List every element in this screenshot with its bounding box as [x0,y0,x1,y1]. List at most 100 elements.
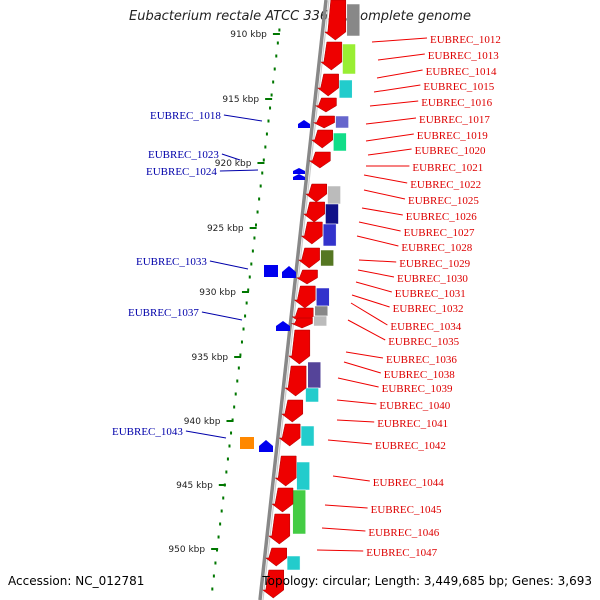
forward-gene-label: EUBREC_1012 [430,34,501,46]
scale-dot [250,262,253,266]
scale-dot [234,392,237,396]
scale-dot [265,132,268,136]
feature-track [286,3,361,571]
backbone-line [258,0,328,600]
scale-ticks: 910 kbp 915 kbp 920 kbp 925 kbp 930 kbp 935 k… [168,28,281,591]
forward-gene-label: EUBREC_1035 [388,336,459,348]
scale-dot [270,93,273,97]
forward-gene-label: EUBREC_1015 [423,81,494,93]
reverse-label-leader [185,430,227,439]
forward-gene-label: EUBREC_1020 [415,145,486,157]
reverse-gene-label: EUBREC_1024 [146,166,217,178]
forward-gene-label: EUBREC_1039 [382,383,453,395]
forward-gene-arrow [310,129,333,149]
forward-gene-arrow [288,329,311,365]
forward-gene-label: EUBREC_1031 [395,288,466,300]
forward-gene-arrow [278,423,301,447]
forward-label-leader [369,100,419,107]
topology-text: Topology: circular; Length: 3,449,685 bp… [262,574,592,588]
forward-label-leader [358,221,401,232]
scale-dot [272,80,275,84]
forward-label-leader [332,475,370,482]
forward-gene-label: EUBREC_1013 [428,50,499,62]
kbp-label: 920 kbp [215,159,252,169]
scale-dot [261,171,264,175]
forward-label-leader [324,504,368,509]
forward-gene-arrow [320,41,343,71]
scale-dot [236,379,239,383]
scale-dot [273,67,276,71]
scale-dot [256,210,259,214]
reverse-gene-box [264,265,278,277]
forward-gene-label: EUBREC_1025 [408,195,479,207]
reverse-label-leader [201,311,243,321]
forward-gene-arrow [264,547,287,567]
forward-label-leader [327,439,373,445]
reverse-gene-label: EUBREC_1043 [112,426,183,438]
forward-gene-label: EUBREC_1014 [426,66,497,78]
forward-gene-arrow [324,0,347,41]
forward-gene-label: EUBREC_1047 [366,547,437,559]
feature-box [325,203,339,225]
feature-box [292,489,306,535]
scale-dot [217,535,220,539]
forward-label-leader [343,361,381,374]
feature-box [296,461,310,491]
forward-label-leader [365,117,417,125]
forward-gene-arrow [284,365,307,397]
orange-feature-box [240,437,254,449]
scale-dot [253,236,256,240]
forward-label-leader [373,84,421,93]
feature-box [346,3,361,37]
scale-dot [226,457,229,461]
reverse-gene-label: EUBREC_1037 [128,307,199,319]
feature-box [300,425,315,447]
feature-box [286,555,301,571]
scale-dot [240,340,243,344]
feature-box [322,223,337,247]
feature-box [335,115,349,129]
feature-box [316,287,330,307]
forward-label-leader [350,302,388,326]
forward-gene-arrow [308,151,331,169]
reverse-gene-arrow [259,440,273,452]
scale-dot [214,561,217,565]
kbp-label: 950 kbp [168,545,205,555]
reverse-gene-arrow [293,174,305,180]
forward-gene-arrow [262,569,285,599]
forward-gene-label: EUBREC_1021 [412,162,483,174]
forward-gene-label: EUBREC_1032 [393,303,464,315]
scale-dot [269,106,272,110]
scale-dot [219,522,222,526]
scale-dot [251,249,254,253]
scale-dot [247,288,250,292]
forward-gene-arrow [271,487,294,513]
scale-dot [245,301,248,305]
forward-label-leader [351,294,390,308]
reverse-label-leader [219,169,259,172]
scale-dot [242,327,245,331]
forward-label-leader [316,549,364,552]
reverse-gene-arrow [298,120,310,128]
forward-gene-label: EUBREC_1044 [373,477,444,489]
forward-gene-label: EUBREC_1019 [417,130,488,142]
scale-dot [225,470,228,474]
forward-gene-label: EUBREC_1028 [401,242,472,254]
gene-track [240,0,347,599]
feature-box [342,43,356,75]
forward-gene-label: EUBREC_1017 [419,114,490,126]
forward-gene-label: EUBREC_1041 [377,418,448,430]
kbp-label: 910 kbp [230,30,267,40]
forward-gene-arrow [268,513,291,545]
scale-dot [228,444,231,448]
reverse-label-leader [223,114,263,122]
forward-gene-label: EUBREC_1030 [397,273,468,285]
kbp-label: 925 kbp [207,224,244,234]
feature-box [314,305,329,317]
forward-gene-label: EUBREC_1027 [404,227,475,239]
forward-gene-label: EUBREC_1046 [368,527,439,539]
forward-gene-arrow [300,221,323,245]
forward-label-leader [377,53,425,61]
reverse-gene-arrow [282,266,296,278]
forward-label-leader [345,351,384,359]
